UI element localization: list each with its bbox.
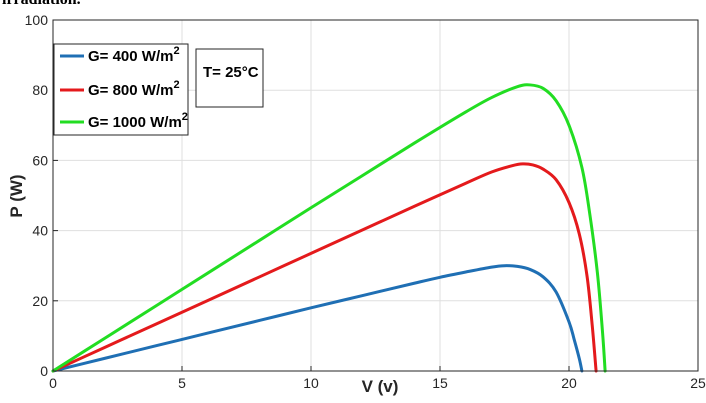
x-tick-label: 10 xyxy=(303,375,319,391)
series-lines xyxy=(51,83,607,373)
y-tick-label: 60 xyxy=(32,152,48,168)
legend-label-superscript: 2 xyxy=(173,45,179,57)
temperature-annotation: T= 25°C xyxy=(195,48,264,108)
y-tick-label: 80 xyxy=(32,82,48,98)
legend-label-text: G= 800 W/m xyxy=(88,82,173,99)
legend-entries: G= 400 W/m2G= 800 W/m2G= 1000 W/m2 xyxy=(60,45,188,131)
y-tick-label: 40 xyxy=(32,223,48,239)
legend-label-superscript: 2 xyxy=(173,79,179,91)
series-line-2 xyxy=(51,162,598,373)
plot-area-frame xyxy=(52,19,699,372)
y-tick-label: 0 xyxy=(40,363,48,379)
x-axis-ticks: 0 5 10 15 20 25 xyxy=(49,366,706,391)
legend-label-1: G= 400 W/m2 xyxy=(88,45,180,65)
legend: G= 400 W/m2G= 800 W/m2G= 1000 W/m2 xyxy=(53,43,189,136)
legend-label-3: G= 1000 W/m2 xyxy=(88,111,188,131)
y-tick-label: 100 xyxy=(25,12,49,28)
y-tick-label: 20 xyxy=(32,293,48,309)
y-axis-label: P (W) xyxy=(7,174,26,217)
legend-label-text: G= 1000 W/m xyxy=(88,114,182,131)
annotation-box xyxy=(195,48,264,108)
x-tick-label: 5 xyxy=(178,375,186,391)
legend-label-superscript: 2 xyxy=(182,111,188,123)
x-tick-label: 0 xyxy=(49,375,57,391)
caption-fragment: irradiation. xyxy=(2,0,81,8)
x-axis-label: V (v) xyxy=(362,377,399,396)
x-tick-label: 25 xyxy=(690,375,706,391)
annotation-text: T= 25°C xyxy=(203,64,259,81)
y-axis-ticks: 0 20 40 60 80 100 xyxy=(25,12,58,379)
x-tick-label: 20 xyxy=(561,375,577,391)
series-line-3 xyxy=(51,83,607,373)
series-line-1 xyxy=(51,264,584,373)
legend-label-text: G= 400 W/m xyxy=(88,48,173,65)
x-tick-label: 15 xyxy=(432,375,448,391)
legend-label-2: G= 800 W/m2 xyxy=(88,79,180,99)
